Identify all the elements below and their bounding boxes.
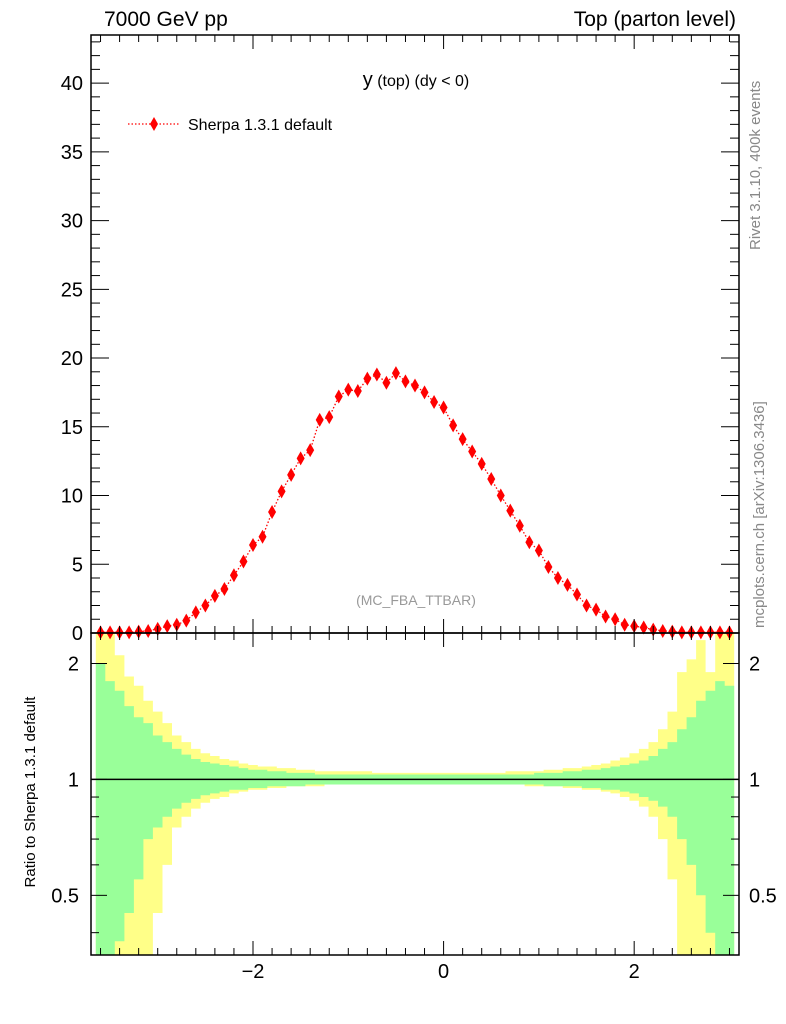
- data-point: [334, 389, 343, 404]
- data-point: [639, 620, 648, 635]
- ratio-y-tick-label: 1: [68, 769, 79, 791]
- watermark: (MC_FBA_TTBAR): [356, 592, 476, 608]
- data-point: [506, 503, 515, 518]
- data-point: [582, 598, 591, 613]
- data-point: [229, 568, 238, 583]
- ratio-y-tick-labels: 0.5 0.5 1 1 2 2: [51, 653, 777, 907]
- y-tick-label: 10: [61, 486, 83, 508]
- data-point: [144, 623, 153, 638]
- data-point: [353, 384, 362, 399]
- data-point: [420, 385, 429, 400]
- data-point: [344, 382, 353, 397]
- header-right: Top (parton level): [573, 8, 736, 31]
- ratio-y-tick-label: 2: [68, 653, 79, 675]
- data-point: [220, 582, 229, 597]
- y-tick-label: 0: [72, 623, 83, 645]
- data-point: [449, 418, 458, 433]
- y-tick-label: 30: [61, 211, 83, 233]
- plot-title: y (top) (dy < 0): [363, 69, 469, 91]
- x-tick-label: 2: [629, 961, 640, 983]
- data-point: [477, 456, 486, 471]
- data-point: [496, 488, 505, 503]
- data-point: [391, 366, 400, 381]
- data-point: [268, 505, 277, 520]
- data-point: [439, 400, 448, 415]
- data-point: [601, 609, 610, 624]
- data-point: [172, 617, 181, 632]
- data-point: [258, 529, 267, 544]
- data-point: [239, 554, 248, 569]
- header-left: 7000 GeV pp: [104, 8, 228, 31]
- data-point: [515, 518, 524, 533]
- y-tick-label: 15: [61, 417, 83, 439]
- mcplots-label: mcplots.cern.ch [arXiv:1306.3436]: [751, 401, 768, 628]
- data-point: [534, 543, 543, 558]
- main-y-tick-labels: 0 5 10 15 20 25 30 35 40: [61, 73, 83, 645]
- x-tick-label: −2: [242, 961, 265, 983]
- data-point: [611, 612, 620, 627]
- plot-title-suffix: (top) (dy < 0): [373, 73, 469, 90]
- y-tick-label: 25: [61, 279, 83, 301]
- data-point: [544, 560, 553, 575]
- data-point: [563, 577, 572, 592]
- data-point: [592, 602, 601, 617]
- data-point: [468, 444, 477, 459]
- ratio-y-tick-label-right: 0.5: [749, 885, 777, 907]
- rivet-label: Rivet 3.1.10, 400k events: [747, 81, 764, 250]
- data-point: [430, 395, 439, 410]
- x-tick-label: 0: [438, 961, 449, 983]
- y-tick-label: 40: [61, 73, 83, 95]
- ratio-band-outer: [95, 633, 735, 955]
- data-point: [277, 484, 286, 499]
- legend-marker: [150, 117, 158, 131]
- ratio-y-axis-label: Ratio to Sherpa 1.3.1 default: [22, 696, 39, 888]
- data-point: [411, 378, 419, 393]
- data-point: [191, 605, 200, 620]
- data-point: [382, 375, 391, 390]
- data-point: [620, 617, 629, 632]
- ratio-x-tick-labels: −2 0 2: [242, 961, 640, 983]
- y-tick-label: 5: [72, 554, 83, 576]
- data-point: [182, 613, 191, 628]
- data-point: [658, 623, 667, 638]
- data-point: [573, 587, 581, 602]
- data-point: [401, 374, 410, 389]
- ratio-axis-ticks: [91, 633, 739, 955]
- ratio-y-tick-label: 0.5: [51, 885, 79, 907]
- data-point: [458, 432, 467, 447]
- legend-label: Sherpa 1.3.1 default: [188, 117, 333, 134]
- data-point: [315, 412, 324, 427]
- data-point: [306, 443, 315, 458]
- ratio-bands: [95, 633, 735, 955]
- data-point: [296, 451, 305, 466]
- plot-title-main: y: [363, 69, 373, 91]
- data-point: [525, 535, 534, 550]
- data-point: [163, 619, 172, 634]
- y-tick-label: 35: [61, 142, 83, 164]
- ratio-y-tick-label-right: 1: [749, 769, 760, 791]
- data-point: [325, 410, 334, 425]
- data-point: [363, 371, 372, 386]
- data-point: [553, 571, 562, 586]
- ratio-y-tick-label-right: 2: [749, 653, 760, 675]
- data-point: [372, 367, 381, 382]
- data-point: [249, 538, 257, 553]
- data-point: [201, 598, 210, 613]
- data-point: [287, 467, 296, 482]
- ratio-plot-frame: [90, 632, 740, 956]
- ratio-band-inner: [95, 663, 735, 955]
- y-tick-label: 20: [61, 348, 83, 370]
- data-point: [210, 588, 219, 603]
- data-point: [487, 472, 496, 487]
